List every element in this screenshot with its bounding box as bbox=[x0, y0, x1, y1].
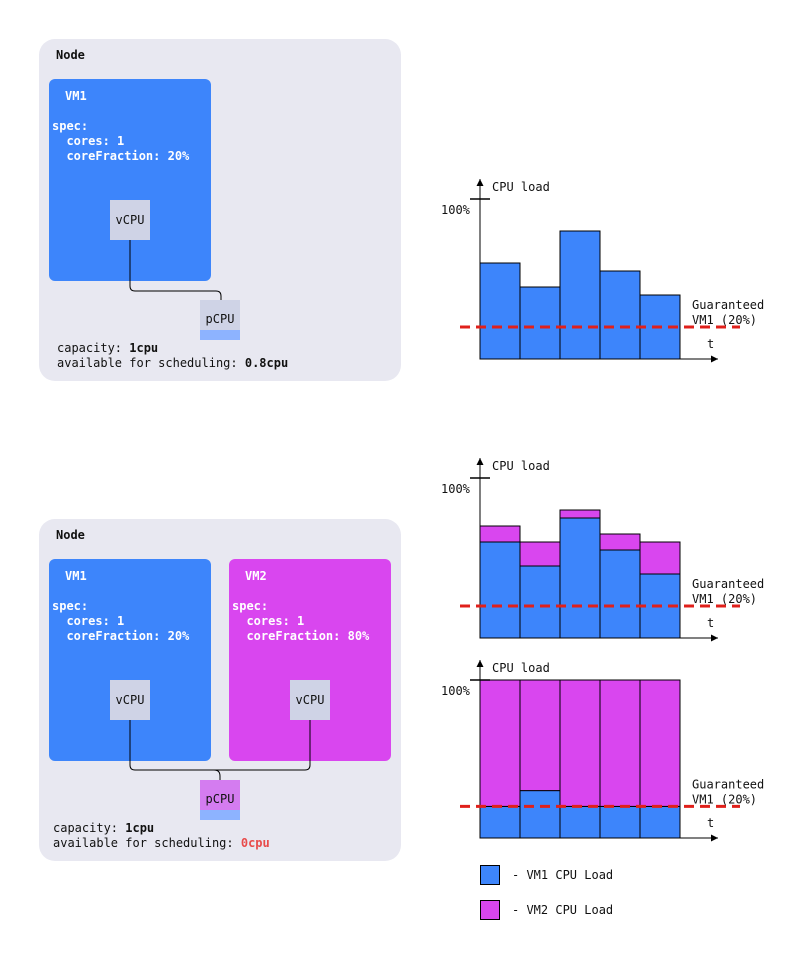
vm1-spec: spec: cores: 1 coreFraction: 20% bbox=[52, 599, 190, 643]
y-axis-label: CPU load bbox=[492, 661, 550, 675]
bar-vm1 bbox=[599, 270, 641, 360]
bar-vm1 bbox=[519, 286, 561, 360]
y-tick-label: 100% bbox=[441, 203, 471, 217]
bar-vm2 bbox=[639, 679, 681, 807]
avail-label: available for scheduling: bbox=[53, 836, 241, 850]
bar-vm2 bbox=[479, 525, 521, 543]
legend-vm1: - VM1 CPU Load bbox=[480, 865, 613, 885]
guarantee-label: Guaranteed bbox=[692, 298, 764, 312]
y-axis-arrow bbox=[476, 458, 484, 465]
node-label: Node bbox=[56, 48, 85, 62]
y-axis-arrow bbox=[476, 179, 484, 186]
capacity-value: 1cpu bbox=[129, 341, 159, 355]
y-axis-label: CPU load bbox=[492, 459, 550, 473]
vm1-title: VM1 bbox=[65, 89, 87, 103]
top-capacity-info: capacity: 1cpu available for scheduling:… bbox=[57, 341, 288, 371]
bar-vm1 bbox=[519, 790, 561, 839]
pcpu-usage-bar bbox=[200, 330, 240, 340]
y-tick-label: 100% bbox=[441, 482, 471, 496]
guarantee-label: Guaranteed bbox=[692, 577, 764, 591]
bar-vm2 bbox=[559, 679, 601, 807]
x-axis-label: t bbox=[707, 337, 714, 351]
bar-vm2 bbox=[519, 679, 561, 792]
bar-vm1 bbox=[479, 541, 521, 639]
bottom-pcpu: pCPU bbox=[200, 780, 240, 820]
y-axis-label: CPU load bbox=[492, 180, 550, 194]
bar-vm2 bbox=[599, 679, 641, 807]
capacity-label: capacity: bbox=[57, 341, 130, 355]
legend-vm2-swatch bbox=[480, 900, 500, 920]
bar-vm2 bbox=[639, 541, 681, 575]
vm2-box: VM2 spec: cores: 1 coreFraction: 80% bbox=[229, 559, 391, 761]
vm1-vcpu: vCPU bbox=[110, 680, 150, 720]
legend-vm2: - VM2 CPU Load bbox=[480, 900, 613, 920]
legend-vm2-label: - VM2 CPU Load bbox=[512, 903, 614, 917]
bar-vm1 bbox=[519, 565, 561, 639]
vm1-vcpu: vCPU bbox=[110, 200, 150, 240]
guarantee-label: Guaranteed bbox=[692, 777, 764, 791]
capacity-label: capacity: bbox=[53, 821, 126, 835]
bar-vm1 bbox=[599, 549, 641, 639]
guarantee-label: VM1 (20%) bbox=[692, 592, 757, 606]
x-axis-arrow bbox=[711, 834, 718, 842]
bar-vm2 bbox=[599, 533, 641, 551]
avail-label: available for scheduling: bbox=[57, 356, 245, 370]
bar-vm2 bbox=[559, 509, 601, 519]
bar-vm1 bbox=[479, 262, 521, 360]
bar-vm1 bbox=[479, 805, 521, 839]
legend-vm1-label: - VM1 CPU Load bbox=[512, 868, 614, 882]
node-label: Node bbox=[56, 528, 85, 542]
pcpu-usage-bar bbox=[200, 810, 240, 820]
bar-vm1 bbox=[559, 517, 601, 639]
vm2-vcpu: vCPU bbox=[290, 680, 330, 720]
vm2-title: VM2 bbox=[245, 569, 267, 583]
vm2-spec: spec: cores: 1 coreFraction: 80% bbox=[232, 599, 370, 643]
vm1-spec: spec: cores: 1 coreFraction: 20% bbox=[52, 119, 190, 163]
capacity-value: 1cpu bbox=[125, 821, 155, 835]
top-pcpu: pCPU bbox=[200, 300, 240, 340]
bar-vm1 bbox=[639, 805, 681, 839]
x-axis-arrow bbox=[711, 355, 718, 363]
bar-vm1 bbox=[599, 805, 641, 839]
avail-value: 0.8cpu bbox=[244, 356, 289, 370]
bar-vm2 bbox=[479, 679, 521, 807]
pcpu-label: pCPU bbox=[205, 792, 235, 806]
y-tick-label: 100% bbox=[441, 684, 471, 698]
guarantee-label: VM1 (20%) bbox=[692, 313, 757, 327]
bar-vm1 bbox=[559, 805, 601, 839]
avail-value: 0cpu bbox=[240, 836, 270, 850]
y-axis-arrow bbox=[476, 660, 484, 667]
x-axis-label: t bbox=[707, 616, 714, 630]
vm1-title: VM1 bbox=[65, 569, 87, 583]
bottom-capacity-info: capacity: 1cpu available for scheduling:… bbox=[53, 821, 270, 851]
legend-vm1-swatch bbox=[480, 865, 500, 885]
guarantee-label: VM1 (20%) bbox=[692, 792, 757, 806]
x-axis-label: t bbox=[707, 816, 714, 830]
bar-vm2 bbox=[519, 541, 561, 567]
bar-vm1 bbox=[559, 230, 601, 360]
x-axis-arrow bbox=[711, 634, 718, 642]
pcpu-label: pCPU bbox=[205, 312, 235, 326]
